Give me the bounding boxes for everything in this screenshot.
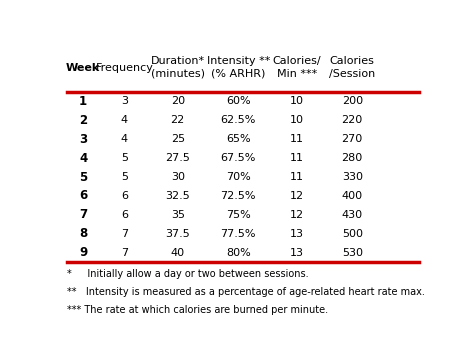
Text: 72.5%: 72.5% xyxy=(220,191,256,201)
Text: Duration*
(minutes): Duration* (minutes) xyxy=(151,56,205,79)
Text: 7: 7 xyxy=(121,229,128,239)
Text: Intensity **
(% ARHR): Intensity ** (% ARHR) xyxy=(207,56,270,79)
Text: 13: 13 xyxy=(290,229,304,239)
Text: 430: 430 xyxy=(342,210,363,220)
Text: 220: 220 xyxy=(342,115,363,125)
Text: 2: 2 xyxy=(79,114,87,127)
Text: 6: 6 xyxy=(121,191,128,201)
Text: 7: 7 xyxy=(79,208,87,221)
Text: Week: Week xyxy=(66,63,100,73)
Text: 4: 4 xyxy=(121,134,128,144)
Text: 270: 270 xyxy=(342,134,363,144)
Text: 11: 11 xyxy=(290,172,304,182)
Text: Frequency: Frequency xyxy=(96,63,154,73)
Text: *     Initially allow a day or two between sessions.: * Initially allow a day or two between s… xyxy=(66,269,308,279)
Text: **   Intensity is measured as a percentage of age-related heart rate max.: ** Intensity is measured as a percentage… xyxy=(66,287,425,297)
Text: 500: 500 xyxy=(342,229,363,239)
Text: 77.5%: 77.5% xyxy=(220,229,256,239)
Text: 37.5: 37.5 xyxy=(165,229,190,239)
Text: 25: 25 xyxy=(171,134,185,144)
Text: 530: 530 xyxy=(342,248,363,258)
Text: 5: 5 xyxy=(121,153,128,163)
Text: 6: 6 xyxy=(121,210,128,220)
Text: 62.5%: 62.5% xyxy=(220,115,256,125)
Text: 3: 3 xyxy=(79,133,87,146)
Text: Calories
/Session: Calories /Session xyxy=(329,56,375,79)
Text: 7: 7 xyxy=(121,248,128,258)
Text: 67.5%: 67.5% xyxy=(220,153,256,163)
Text: 32.5: 32.5 xyxy=(165,191,190,201)
Text: 11: 11 xyxy=(290,153,304,163)
Text: 70%: 70% xyxy=(226,172,251,182)
Text: 65%: 65% xyxy=(226,134,251,144)
Text: 400: 400 xyxy=(342,191,363,201)
Text: 11: 11 xyxy=(290,134,304,144)
Text: 27.5: 27.5 xyxy=(165,153,190,163)
Text: 80%: 80% xyxy=(226,248,251,258)
Text: 5: 5 xyxy=(121,172,128,182)
Text: 280: 280 xyxy=(342,153,363,163)
Text: 4: 4 xyxy=(79,152,87,165)
Text: 1: 1 xyxy=(79,95,87,108)
Text: 60%: 60% xyxy=(226,96,251,106)
Text: 330: 330 xyxy=(342,172,363,182)
Text: 30: 30 xyxy=(171,172,185,182)
Text: 5: 5 xyxy=(79,170,87,183)
Text: 75%: 75% xyxy=(226,210,251,220)
Text: 35: 35 xyxy=(171,210,185,220)
Text: 200: 200 xyxy=(342,96,363,106)
Text: 10: 10 xyxy=(290,115,304,125)
Text: 20: 20 xyxy=(171,96,185,106)
Text: 8: 8 xyxy=(79,227,87,240)
Text: 12: 12 xyxy=(290,191,304,201)
Text: 10: 10 xyxy=(290,96,304,106)
Text: 3: 3 xyxy=(121,96,128,106)
Text: Calories/
Min ***: Calories/ Min *** xyxy=(273,56,321,79)
Text: 4: 4 xyxy=(121,115,128,125)
Text: 22: 22 xyxy=(171,115,185,125)
Text: *** The rate at which calories are burned per minute.: *** The rate at which calories are burne… xyxy=(66,305,328,315)
Text: 6: 6 xyxy=(79,190,87,203)
Text: 12: 12 xyxy=(290,210,304,220)
Text: 13: 13 xyxy=(290,248,304,258)
Text: 9: 9 xyxy=(79,246,87,259)
Text: 40: 40 xyxy=(171,248,185,258)
